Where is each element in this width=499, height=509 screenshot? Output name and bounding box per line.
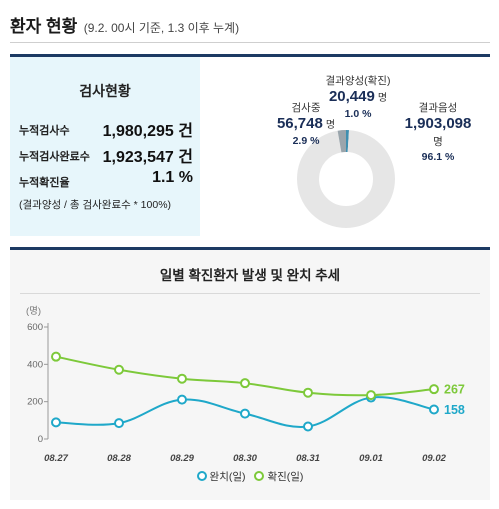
x-tick-label: 08.27 [44, 453, 68, 464]
data-label-confirmed: 267 [444, 383, 465, 397]
stat-row-completed-tests: 누적검사완료수 1,923,547 건 [19, 143, 193, 166]
data-point-recovered[interactable] [240, 408, 250, 419]
legend-item-recovered[interactable]: 완치(일) [196, 469, 246, 484]
stat-row-total-tests: 누적검사수 1,980,295 건 [19, 117, 193, 140]
y-tick-label: 400 [27, 359, 43, 370]
daily-trend-line-chart: (명) 600 400 200 008.27 08.28 08.29 08.30 08.31 09… [26, 306, 465, 464]
data-label-recovered: 158 [444, 403, 465, 417]
stat-value: 1.1 % [152, 169, 193, 186]
data-point-recovered[interactable] [429, 404, 439, 415]
testing-unit: 명 [325, 120, 336, 131]
data-point-confirmed[interactable] [114, 364, 124, 375]
test-result-donut-chart [297, 130, 395, 228]
page-title: 환자 현황 [10, 17, 78, 36]
y-tick-label: 200 [27, 397, 43, 408]
stat-value: 1,980,295 건 [102, 123, 193, 140]
header-divider [10, 42, 490, 43]
test-result-donut-panel: 검사중 56,748 명 2.9 % 결과양성(확진) 20,449 명 1.0 %… [200, 57, 490, 236]
x-tick-label: 08.30 [233, 453, 257, 464]
page-header: 환자 현황 (9.2. 00시 기준, 1.3 이후 누계) [10, 12, 239, 37]
data-point-confirmed[interactable] [51, 351, 61, 362]
series-line-confirmed [55, 355, 435, 397]
donut-label-positive: 결과양성(확진) 20,449 명 1.0 % [303, 73, 413, 120]
x-tick-label: 08.31 [296, 453, 320, 464]
legend-label-confirmed: 확진(일) [267, 471, 304, 483]
donut-label-negative: 결과음성 1,903,098 명 96.1 % [388, 100, 488, 163]
negative-percent: 96.1 % [421, 151, 455, 163]
testing-label: 검사중 [291, 102, 321, 114]
data-point-confirmed[interactable] [177, 373, 187, 384]
y-tick-label: 0 [38, 434, 43, 445]
data-point-recovered[interactable] [303, 421, 313, 432]
legend-label-recovered: 완치(일) [209, 471, 246, 483]
donut-label-testing: 검사중 56,748 명 2.9 % [256, 100, 356, 147]
legend-marker-recovered [196, 471, 207, 481]
x-tick-label: 08.28 [107, 453, 131, 464]
data-point-confirmed[interactable] [240, 378, 250, 389]
test-summary-box: 검사현황 누적검사수 1,980,295 건 누적검사완료수 1,923,547… [10, 57, 200, 236]
data-point-recovered[interactable] [177, 394, 187, 405]
data-point-confirmed[interactable] [429, 384, 439, 395]
data-point-confirmed[interactable] [366, 390, 376, 401]
legend-item-confirmed[interactable]: 확진(일) [254, 469, 303, 484]
stat-value: 1,923,547 건 [102, 149, 193, 166]
stat-label: 누적검사수 [19, 125, 70, 137]
testing-percent: 2.9 % [292, 135, 320, 147]
negative-label: 결과음성 [418, 102, 458, 114]
page-subtitle: (9.2. 00시 기준, 1.3 이후 누계) [83, 21, 240, 35]
testing-count: 56,748 [276, 115, 323, 132]
positive-unit: 명 [377, 93, 388, 104]
negative-count: 1,903,098 [404, 115, 472, 132]
data-point-recovered[interactable] [114, 418, 124, 429]
positive-label: 결과양성(확진) [325, 75, 391, 87]
x-tick-label: 09.01 [359, 453, 383, 464]
negative-unit: 명 [433, 136, 443, 148]
legend-marker-confirmed [254, 471, 265, 481]
positive-count: 20,449 [328, 88, 375, 105]
x-tick-label: 08.29 [170, 453, 194, 464]
chart-title-divider [20, 293, 480, 294]
stat-label: 누적확진율 [19, 177, 70, 189]
data-point-confirmed[interactable] [303, 387, 313, 398]
positive-percent: 1.0 % [344, 108, 372, 120]
chart-legend: 완치(일) 확진(일) [10, 469, 490, 484]
donut-slice-testing [297, 130, 395, 228]
y-tick-label: 600 [27, 322, 43, 333]
daily-trend-panel: 일별 확진환자 발생 및 완치 추세 (명) 600 400 200 0 08.27 08.… [10, 247, 490, 500]
positive-rate-formula: (결과양성 / 총 검사완료수 * 100%) [19, 199, 172, 211]
data-point-recovered[interactable] [51, 417, 61, 428]
stat-label: 누적검사완료수 [19, 151, 90, 163]
test-summary-title: 검사현황 [79, 83, 131, 99]
stat-row-positive-rate: 누적확진율 1.1 % [19, 169, 193, 191]
donut-slice-negative [297, 130, 395, 228]
chart-title: 일별 확진환자 발생 및 완치 추세 [159, 268, 341, 283]
test-status-panel: 검사현황 누적검사수 1,980,295 건 누적검사완료수 1,923,547… [10, 54, 490, 236]
y-axis-label: (명) [26, 306, 41, 317]
x-tick-label: 09.02 [422, 453, 446, 464]
